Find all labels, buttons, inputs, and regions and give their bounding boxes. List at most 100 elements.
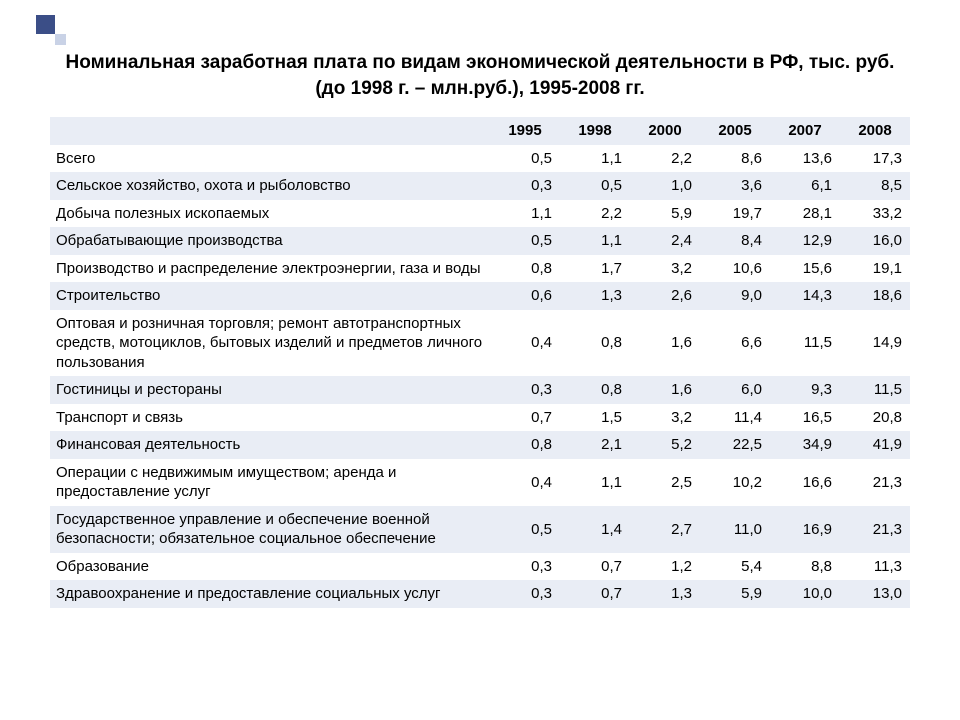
col-header-1998: 1998 (560, 117, 630, 145)
table-row: Операции с недвижимым имуществом; аренда… (50, 459, 910, 506)
cell-value: 2,1 (560, 431, 630, 459)
cell-value: 0,4 (490, 310, 560, 377)
row-label: Государственное управление и обеспечение… (50, 506, 490, 553)
table-body: Всего0,51,12,28,613,617,3Сельское хозяйс… (50, 145, 910, 608)
table-row: Обрабатывающие производства0,51,12,48,41… (50, 227, 910, 255)
cell-value: 41,9 (840, 431, 910, 459)
cell-value: 1,1 (560, 459, 630, 506)
row-label: Производство и распределение электроэнер… (50, 255, 490, 283)
table-header-row: 1995 1998 2000 2005 2007 2008 (50, 117, 910, 145)
cell-value: 0,7 (560, 580, 630, 608)
cell-value: 10,0 (770, 580, 840, 608)
cell-value: 16,0 (840, 227, 910, 255)
cell-value: 6,6 (700, 310, 770, 377)
col-header-2000: 2000 (630, 117, 700, 145)
row-label: Строительство (50, 282, 490, 310)
row-label: Обрабатывающие производства (50, 227, 490, 255)
cell-value: 1,3 (630, 580, 700, 608)
cell-value: 6,1 (770, 172, 840, 200)
row-label: Сельское хозяйство, охота и рыболовство (50, 172, 490, 200)
cell-value: 0,3 (490, 376, 560, 404)
cell-value: 9,3 (770, 376, 840, 404)
table-row: Государственное управление и обеспечение… (50, 506, 910, 553)
wages-table: 1995 1998 2000 2005 2007 2008 Всего0,51,… (50, 117, 910, 608)
cell-value: 2,2 (630, 145, 700, 173)
cell-value: 11,3 (840, 553, 910, 581)
cell-value: 0,8 (560, 310, 630, 377)
cell-value: 8,4 (700, 227, 770, 255)
cell-value: 1,6 (630, 310, 700, 377)
table-row: Производство и распределение электроэнер… (50, 255, 910, 283)
deco-square-dark (36, 15, 55, 34)
table-row: Строительство0,61,32,69,014,318,6 (50, 282, 910, 310)
cell-value: 1,1 (560, 145, 630, 173)
cell-value: 0,6 (490, 282, 560, 310)
cell-value: 11,4 (700, 404, 770, 432)
cell-value: 10,2 (700, 459, 770, 506)
col-header-2005: 2005 (700, 117, 770, 145)
cell-value: 16,5 (770, 404, 840, 432)
col-header-label (50, 117, 490, 145)
cell-value: 1,1 (490, 200, 560, 228)
cell-value: 16,6 (770, 459, 840, 506)
cell-value: 1,2 (630, 553, 700, 581)
row-label: Транспорт и связь (50, 404, 490, 432)
cell-value: 0,7 (490, 404, 560, 432)
cell-value: 12,9 (770, 227, 840, 255)
cell-value: 20,8 (840, 404, 910, 432)
cell-value: 11,5 (840, 376, 910, 404)
row-label: Здравоохранение и предоставление социаль… (50, 580, 490, 608)
cell-value: 1,1 (560, 227, 630, 255)
cell-value: 2,2 (560, 200, 630, 228)
table-row: Финансовая деятельность0,82,15,222,534,9… (50, 431, 910, 459)
cell-value: 21,3 (840, 506, 910, 553)
cell-value: 0,8 (560, 376, 630, 404)
cell-value: 34,9 (770, 431, 840, 459)
cell-value: 2,5 (630, 459, 700, 506)
row-label: Оптовая и розничная торговля; ремонт авт… (50, 310, 490, 377)
cell-value: 1,4 (560, 506, 630, 553)
cell-value: 11,0 (700, 506, 770, 553)
cell-value: 22,5 (700, 431, 770, 459)
cell-value: 5,2 (630, 431, 700, 459)
cell-value: 2,6 (630, 282, 700, 310)
table-row: Сельское хозяйство, охота и рыболовство0… (50, 172, 910, 200)
col-header-1995: 1995 (490, 117, 560, 145)
col-header-2008: 2008 (840, 117, 910, 145)
cell-value: 3,6 (700, 172, 770, 200)
cell-value: 0,5 (490, 227, 560, 255)
cell-value: 3,2 (630, 404, 700, 432)
cell-value: 14,9 (840, 310, 910, 377)
row-label: Всего (50, 145, 490, 173)
cell-value: 1,5 (560, 404, 630, 432)
cell-value: 8,5 (840, 172, 910, 200)
cell-value: 0,5 (490, 506, 560, 553)
cell-value: 0,3 (490, 580, 560, 608)
table-row: Здравоохранение и предоставление социаль… (50, 580, 910, 608)
corner-decoration (36, 15, 66, 45)
cell-value: 19,7 (700, 200, 770, 228)
table-row: Всего0,51,12,28,613,617,3 (50, 145, 910, 173)
row-label: Образование (50, 553, 490, 581)
cell-value: 17,3 (840, 145, 910, 173)
cell-value: 6,0 (700, 376, 770, 404)
cell-value: 0,5 (490, 145, 560, 173)
cell-value: 5,9 (700, 580, 770, 608)
cell-value: 21,3 (840, 459, 910, 506)
table-row: Гостиницы и рестораны0,30,81,66,09,311,5 (50, 376, 910, 404)
cell-value: 3,2 (630, 255, 700, 283)
row-label: Гостиницы и рестораны (50, 376, 490, 404)
cell-value: 0,3 (490, 553, 560, 581)
cell-value: 13,0 (840, 580, 910, 608)
cell-value: 1,6 (630, 376, 700, 404)
cell-value: 28,1 (770, 200, 840, 228)
cell-value: 1,7 (560, 255, 630, 283)
cell-value: 5,9 (630, 200, 700, 228)
cell-value: 10,6 (700, 255, 770, 283)
col-header-2007: 2007 (770, 117, 840, 145)
cell-value: 0,8 (490, 431, 560, 459)
cell-value: 9,0 (700, 282, 770, 310)
row-label: Добыча полезных ископаемых (50, 200, 490, 228)
deco-square-light (55, 34, 66, 45)
cell-value: 11,5 (770, 310, 840, 377)
